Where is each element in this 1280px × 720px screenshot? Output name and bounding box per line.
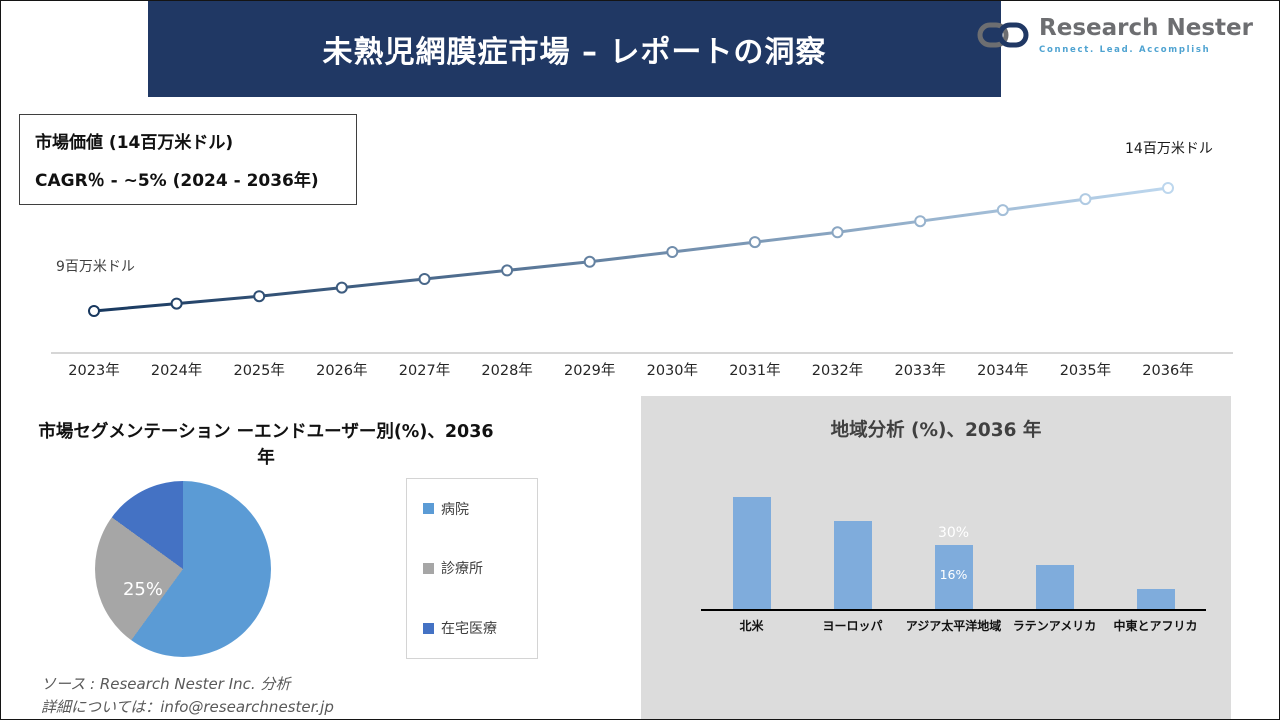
legend-label: 診療所 — [441, 561, 483, 578]
legend-item-clinic: 診療所 — [423, 558, 537, 578]
bar-category-label: 中東とアフリカ — [1113, 619, 1198, 633]
x-axis-tick-label: 2028年 — [481, 362, 532, 379]
contact-note: 詳細については：info@researchnester.jp — [41, 698, 334, 717]
bar-category-label: アジア太平洋地域 — [905, 619, 1002, 633]
bar — [732, 497, 771, 609]
x-axis-tick-label: 2029年 — [564, 362, 615, 379]
data-point-marker — [831, 226, 844, 239]
page-title: 未熟児網膜症市場 – レポートの洞察 — [322, 35, 827, 70]
x-axis-tick-label: 2035年 — [1060, 362, 1111, 379]
regional-analysis-panel: 地域分析 (%)、2036 年 30% 16% 北米 ヨーロッパ アジア太平洋地域 ラテ… — [641, 396, 1231, 719]
x-axis-tick-label: 2025年 — [233, 362, 284, 379]
x-axis-tick-label: 2027年 — [399, 362, 450, 379]
source-note: ソース : Research Nester Inc. 分析 — [41, 675, 291, 693]
bar — [833, 521, 872, 609]
bar-column — [701, 459, 802, 609]
x-axis-tick-label: 2023年 — [68, 362, 119, 379]
legend-item-homecare: 在宅医療 — [423, 618, 537, 638]
bar — [1136, 589, 1175, 609]
data-point-marker — [88, 305, 100, 317]
bar-data-label: 16% — [939, 567, 968, 582]
legend-label: 在宅医療 — [441, 621, 497, 638]
x-axis-tick-label: 2033年 — [894, 362, 945, 379]
data-point-marker — [1162, 182, 1174, 194]
data-point-marker — [1079, 193, 1092, 206]
logo: Research Nester Connect. Lead. Accomplis… — [976, 17, 1253, 57]
end-value-annotation: 14百万米ドル — [1125, 141, 1213, 157]
x-axis-tick-label: 2024年 — [151, 362, 202, 379]
data-point-marker — [996, 204, 1009, 217]
x-axis-tick-label: 2032年 — [812, 362, 863, 379]
cagr-text: CAGR％ - ~5% (2024 - 2036年) — [35, 171, 319, 191]
bar-chart-category-labels: 北米 ヨーロッパ アジア太平洋地域 ラテンアメリカ 中東とアフリカ — [701, 617, 1206, 634]
x-axis-tick-label: 2026年 — [316, 362, 367, 379]
logo-text: Research Nester Connect. Lead. Accomplis… — [1039, 15, 1253, 56]
data-point-marker — [583, 255, 596, 268]
trend-line — [93, 186, 1169, 313]
footer: ソース : Research Nester Inc. 分析 詳細については：in… — [41, 673, 334, 719]
logo-name: Research Nester — [1039, 15, 1253, 41]
pie-legend: 病院 診療所 在宅医療 — [406, 478, 538, 659]
data-point-marker — [335, 281, 348, 294]
title-banner: 未熟児網膜症市場 – レポートの洞察 — [148, 1, 1001, 97]
market-value-text: 市場価値 (14百万米ドル) — [35, 133, 234, 153]
bar-category-label: 北米 — [739, 619, 764, 633]
bar-category-label: ヨーロッパ — [822, 619, 883, 633]
regional-bar-chart: 30% 16% — [701, 459, 1206, 609]
bar — [1035, 565, 1074, 609]
logo-tagline: Connect. Lead. Accomplish — [1039, 45, 1211, 55]
bar-data-label: 30% — [937, 525, 970, 541]
market-stats-box: 市場価値 (14百万米ドル) CAGR％ - ~5% (2024 - 2036年… — [19, 114, 357, 205]
start-value-annotation: 9百万米ドル — [56, 259, 135, 275]
data-point-marker — [253, 290, 266, 303]
bar-column: 30% 16% — [903, 459, 1004, 609]
legend-swatch — [423, 503, 434, 515]
data-point-marker — [501, 264, 514, 277]
x-axis-tick-label: 2031年 — [729, 362, 780, 379]
end-user-pie-chart — [95, 481, 271, 657]
data-point-marker — [418, 273, 431, 285]
bar: 16% — [934, 545, 973, 609]
bar-column — [802, 459, 903, 609]
data-point-marker — [748, 236, 761, 249]
bar-column — [1004, 459, 1105, 609]
bar-column — [1105, 459, 1206, 609]
legend-swatch — [423, 562, 434, 574]
bar-chart-x-axis — [701, 609, 1206, 611]
bar-category-label: ラテンアメリカ — [1012, 619, 1097, 633]
pie-slice-label: 25% — [122, 579, 163, 600]
x-axis-tick-label: 2030年 — [647, 362, 698, 379]
regional-chart-title: 地域分析 (%)、2036 年 — [830, 420, 1042, 441]
legend-swatch — [423, 622, 434, 634]
legend-item-hospital: 病院 — [423, 499, 537, 519]
data-point-marker — [914, 215, 927, 228]
segmentation-chart-title: 市場セグメンテーション ーエンドユーザー別(%)、2036年 — [38, 422, 494, 469]
x-axis-tick-label: 2034年 — [977, 362, 1028, 379]
market-trend-line-chart: 2023年 2024年 2025年 2026年 2027年 2028年 2029年 2030年… — [51, 141, 1233, 379]
data-point-marker — [170, 297, 183, 310]
legend-label: 病院 — [441, 501, 469, 518]
chain-link-icon — [976, 17, 1030, 57]
data-point-marker — [666, 246, 679, 258]
x-axis-tick-label: 2036年 — [1142, 362, 1193, 379]
